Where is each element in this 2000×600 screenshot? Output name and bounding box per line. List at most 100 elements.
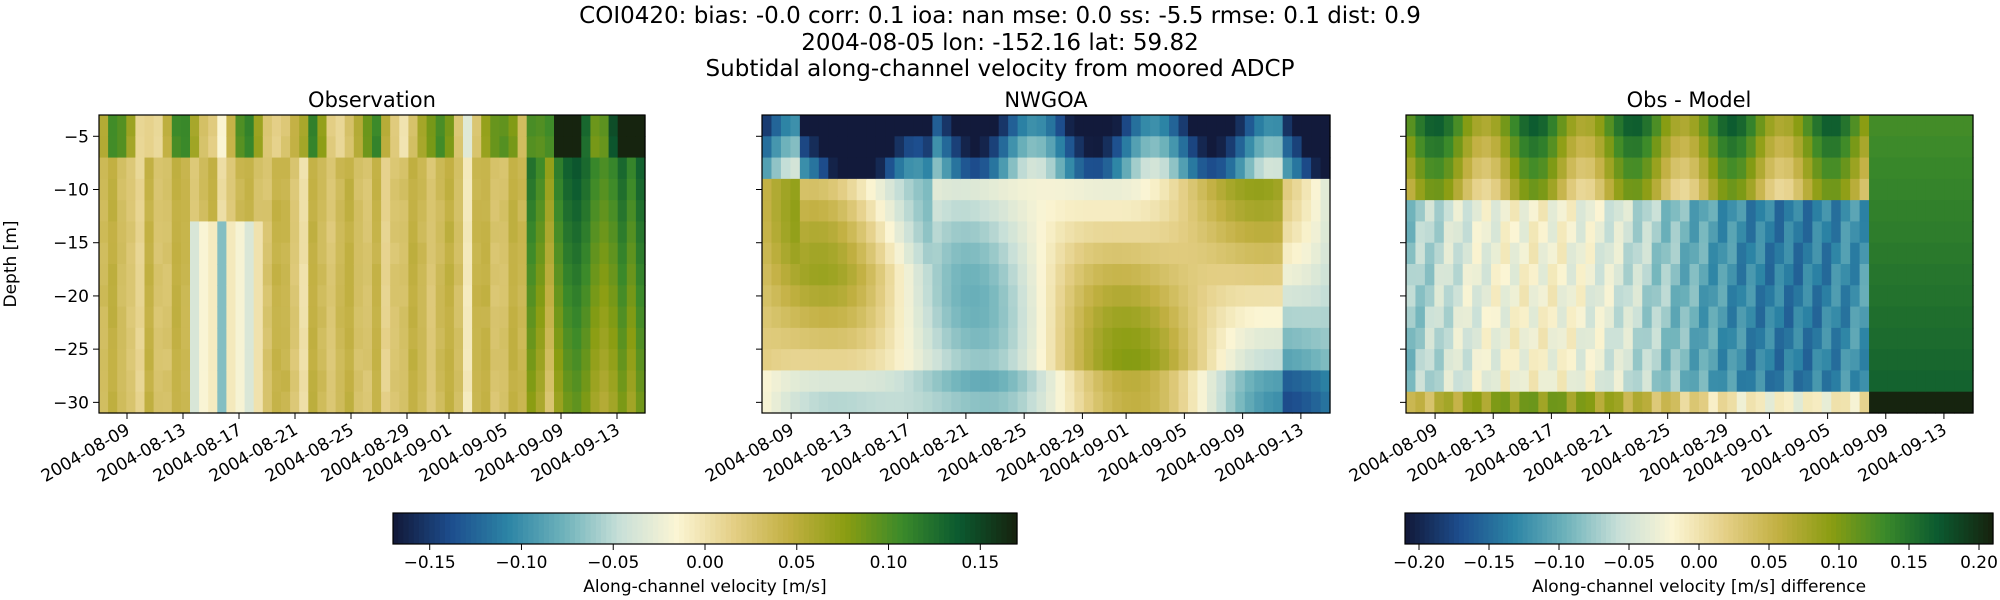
heatmap-cell [837, 285, 848, 308]
heatmap-cell [998, 136, 1009, 159]
heatmap-cell [335, 242, 346, 265]
heatmap-cell [626, 306, 637, 329]
heatmap-cell [199, 264, 209, 286]
heatmap-cell [1613, 306, 1624, 329]
heatmap-cell [317, 264, 328, 286]
heatmap-cell [563, 285, 573, 308]
heatmap-cell [1406, 370, 1417, 393]
heatmap-cell [372, 327, 382, 350]
heatmap-cell [1557, 136, 1568, 159]
heatmap-cell [1897, 306, 1908, 329]
heatmap-cell [847, 115, 858, 137]
heatmap-cell [1878, 221, 1889, 244]
heatmap-cell [581, 178, 591, 201]
heatmap-cell [1500, 370, 1511, 393]
colorbar-swatch [1419, 513, 1426, 544]
heatmap-cell [1859, 157, 1870, 180]
heatmap-cell [544, 327, 555, 350]
heatmap-cell [951, 391, 962, 414]
heatmap-cell [1254, 327, 1265, 350]
heatmap-cell [1235, 200, 1246, 223]
heatmap-cell [856, 327, 867, 350]
heatmap-cell [1282, 242, 1293, 265]
heatmap-cell [171, 242, 182, 265]
heatmap-cell [262, 306, 273, 329]
heatmap-cell [390, 136, 400, 159]
heatmap-cell [1472, 370, 1483, 393]
heatmap-cell [108, 157, 118, 180]
colorbar-swatch [1767, 513, 1774, 544]
heatmap-cell [1235, 370, 1246, 393]
heatmap-cell [1689, 221, 1700, 244]
colorbar-swatch [460, 513, 467, 544]
heatmap-cell [1509, 178, 1520, 201]
heatmap-cell [762, 391, 773, 414]
heatmap-cell [1887, 349, 1898, 372]
heatmap-cell [1102, 157, 1113, 180]
heatmap-cell [1774, 306, 1785, 329]
colorbar-swatch [1708, 513, 1715, 544]
heatmap-cell [1831, 264, 1842, 286]
heatmap-cell [572, 115, 582, 137]
heatmap-cell [1121, 264, 1132, 286]
heatmap-cell [1443, 157, 1454, 180]
heatmap-cell [381, 285, 391, 308]
heatmap-cell [1282, 391, 1293, 414]
heatmap-cell [490, 264, 500, 286]
heatmap-cell [180, 306, 191, 329]
heatmap-cell [1055, 178, 1066, 201]
heatmap-cell [226, 349, 237, 372]
colorbar-swatch [653, 513, 659, 544]
colorbar-swatch [543, 513, 550, 544]
heatmap-cell [1131, 285, 1142, 308]
heatmap-cell [490, 242, 500, 265]
heatmap-cell [463, 391, 473, 414]
heatmap-cell [326, 157, 337, 180]
heatmap-cell [818, 285, 829, 308]
heatmap-cell [1121, 391, 1132, 414]
figure-title-line-1: COI0420: bias: -0.0 corr: 0.1 ioa: nan m… [579, 3, 1421, 29]
heatmap-cell [904, 264, 915, 286]
heatmap-cell [1263, 264, 1274, 286]
heatmap-cell [1093, 285, 1104, 308]
heatmap-cell [1661, 327, 1672, 350]
axes-frame [761, 114, 1331, 414]
heatmap-cell [226, 200, 237, 223]
colorbar-swatch [1816, 513, 1823, 544]
heatmap-cell [1093, 370, 1104, 393]
heatmap-cell [1708, 285, 1719, 308]
heatmap-cell [1680, 136, 1691, 159]
heatmap-cell [1935, 285, 1946, 308]
heatmap-cell [1131, 349, 1142, 372]
heatmap-cell [1831, 327, 1842, 350]
heatmap-cell [426, 200, 437, 223]
heatmap-cell [1897, 264, 1908, 286]
heatmap-cell [979, 242, 990, 265]
heatmap-cell [1897, 136, 1908, 159]
heatmap-cell [1074, 178, 1085, 201]
heatmap-cell [1954, 221, 1965, 244]
heatmap-cell [1802, 221, 1813, 244]
heatmap-cell [1642, 221, 1653, 244]
colorbar-swatch [715, 513, 722, 544]
heatmap-cell [1840, 157, 1851, 180]
heatmap-cell [894, 136, 905, 159]
heatmap-cell [99, 178, 109, 201]
heatmap-cell [1500, 264, 1511, 286]
colorbar-swatch [684, 513, 690, 544]
heatmap-cell [299, 200, 309, 223]
heatmap-cell [308, 221, 318, 244]
heatmap-cell [1254, 285, 1265, 308]
heatmap-cell [989, 264, 1000, 286]
heatmap-cell [508, 200, 519, 223]
heatmap-cell [144, 242, 155, 265]
heatmap-cell [608, 327, 619, 350]
heatmap-cell [217, 200, 227, 223]
heatmap-cell [885, 242, 896, 265]
heatmap-cell [1197, 370, 1208, 393]
heatmap-cell [762, 370, 773, 393]
heatmap-cell [1727, 157, 1738, 180]
heatmap-cell [960, 200, 971, 223]
heatmap-cell [1188, 285, 1199, 308]
heatmap-cell [335, 221, 346, 244]
